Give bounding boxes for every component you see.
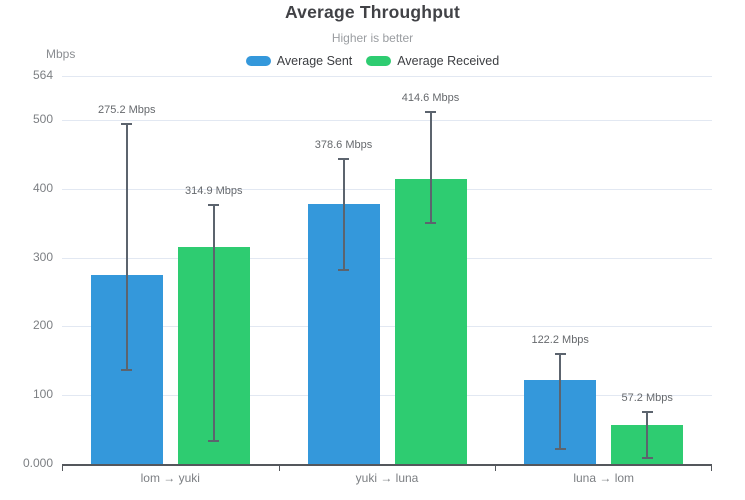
legend-color-swatch [245, 55, 271, 66]
gridline [62, 395, 712, 397]
gridline [62, 326, 712, 328]
legend-item-sent[interactable]: Average Sent [245, 53, 353, 68]
gridline [62, 120, 712, 121]
bar-value-label: 275.2 Mbps [98, 103, 156, 116]
bar-value-label: 414.6 Mbps [401, 91, 460, 104]
error-bar-cap [641, 411, 653, 414]
y-axis-tick-label: 500 [32, 112, 53, 126]
gridline [62, 76, 712, 77]
gridline [62, 188, 712, 190]
error-bar-cap [121, 368, 133, 371]
chart-title: Average Throughput [284, 2, 461, 22]
bar-value-label: 57.2 Mbps [621, 392, 673, 405]
x-axis-tick-mark [62, 466, 63, 471]
y-axis-tick-label: 564 [32, 68, 53, 82]
y-axis-unit-label: Mbps [46, 47, 76, 61]
error-bar [125, 123, 128, 370]
x-axis-tick-mark [278, 466, 280, 471]
y-axis-tick-label: 300 [32, 249, 53, 264]
y-axis-tick-label: 200 [32, 318, 53, 333]
y-axis-tick-label: 0.000 [22, 456, 53, 470]
plot-area: 275.2 Mbps 378.6 Mbps 122.2 Mbps 314.9 Mbps… [62, 76, 712, 471]
error-bar-cap [425, 222, 436, 225]
x-axis-tick-mark [711, 466, 712, 471]
bar-value-label: 378.6 Mbps [314, 138, 373, 151]
x-axis-category-label: lom → yuki [140, 471, 200, 485]
y-axis-tick-label: 100 [32, 387, 53, 402]
error-bar-cap [208, 439, 220, 442]
error-bar-cap [425, 110, 436, 113]
x-axis-category-label: yuki → luna [355, 471, 419, 485]
error-bar-cap [338, 269, 349, 271]
error-bar-cap [121, 122, 133, 125]
chart-subtitle: Higher is better [331, 31, 414, 45]
error-bar [429, 111, 432, 224]
legend-color-swatch [366, 55, 392, 66]
legend-item-received[interactable]: Average Received [366, 54, 499, 68]
legend-item-label: Average Received [397, 53, 500, 68]
error-bar [342, 158, 345, 270]
bar-value-label: 314.9 Mbps [185, 184, 243, 197]
legend: Average Sent Average Received [0, 53, 745, 68]
error-bar [559, 353, 562, 449]
error-bar-cap [338, 157, 349, 160]
error-bar [212, 204, 215, 441]
error-bar-cap [641, 456, 653, 459]
bar-received [394, 178, 467, 464]
error-bar [646, 412, 649, 458]
y-axis-tick-label: 400 [32, 180, 53, 195]
legend-item-label: Average Sent [276, 53, 353, 68]
error-bar-cap [554, 447, 566, 450]
error-bar-cap [208, 203, 220, 206]
bar-value-label: 122.2 Mbps [531, 333, 589, 346]
error-bar-cap [554, 352, 566, 355]
x-axis-tick-mark [495, 466, 497, 471]
gridline [62, 257, 712, 259]
x-axis-category-label: luna → lom [573, 471, 635, 485]
